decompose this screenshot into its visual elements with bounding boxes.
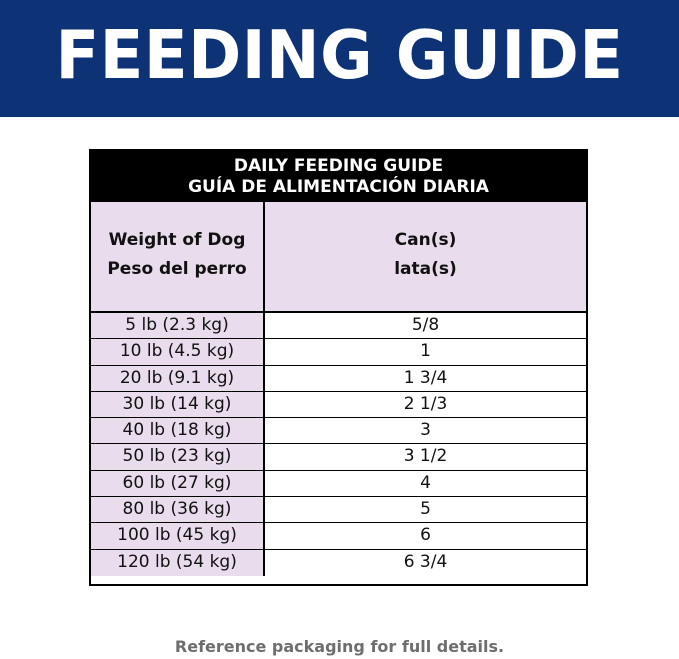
table-row: 50 lb (23 kg) 3 1/2 (91, 444, 586, 471)
cans-cell: 4 (265, 470, 586, 497)
weight-cell: 10 lb (4.5 kg) (91, 339, 265, 365)
cans-cell: 3 1/2 (265, 444, 586, 470)
table-row: 120 lb (54 kg) 6 3/4 (91, 549, 586, 576)
column-header-weight: Weight of Dog Peso del perro (91, 202, 265, 311)
table-row: 60 lb (27 kg) 4 (91, 470, 586, 498)
column-header-weight-english: Weight of Dog (108, 230, 246, 250)
title-banner: FEEDING GUIDE (0, 0, 679, 117)
weight-cell: 20 lb (9.1 kg) (91, 365, 265, 391)
cans-cell: 5 (265, 497, 586, 523)
column-header-weight-spanish: Peso del perro (107, 259, 247, 279)
weight-cell: 30 lb (14 kg) (91, 391, 265, 418)
weight-cell: 40 lb (18 kg) (91, 418, 265, 444)
footnote: Reference packaging for full details. (174, 637, 505, 656)
cans-cell: 2 1/3 (265, 391, 586, 418)
weight-cell: 50 lb (23 kg) (91, 444, 265, 470)
table-row: 10 lb (4.5 kg) 1 (91, 339, 586, 366)
table-row: 80 lb (36 kg) 5 (91, 497, 586, 524)
table-heading: DAILY FEEDING GUIDE GUÍA DE ALIMENTACIÓN… (91, 151, 586, 202)
weight-cell: 5 lb (2.3 kg) (91, 313, 265, 339)
weight-cell: 100 lb (45 kg) (91, 523, 265, 549)
feeding-guide-table: DAILY FEEDING GUIDE GUÍA DE ALIMENTACIÓN… (89, 149, 588, 586)
table-row: 100 lb (45 kg) 6 (91, 523, 586, 550)
table-body: 5 lb (2.3 kg) 5/8 10 lb (4.5 kg) 1 20 lb… (91, 311, 586, 576)
weight-cell: 120 lb (54 kg) (91, 549, 265, 576)
table-row: 40 lb (18 kg) 3 (91, 418, 586, 445)
table-row: 20 lb (9.1 kg) 1 3/4 (91, 365, 586, 392)
column-header-cans-english: Can(s) (394, 230, 457, 250)
table-row: 30 lb (14 kg) 2 1/3 (91, 391, 586, 419)
cans-cell: 5/8 (265, 313, 586, 339)
table-row: 5 lb (2.3 kg) 5/8 (91, 313, 586, 340)
weight-cell: 80 lb (36 kg) (91, 497, 265, 523)
column-header-cans-spanish: lata(s) (394, 259, 457, 279)
cans-cell: 6 (265, 523, 586, 549)
column-header-cans: Can(s) lata(s) (265, 202, 586, 311)
table-heading-english: DAILY FEEDING GUIDE (233, 156, 444, 176)
cans-cell: 1 3/4 (265, 365, 586, 391)
cans-cell: 6 3/4 (265, 549, 586, 576)
cans-cell: 3 (265, 418, 586, 444)
cans-cell: 1 (265, 339, 586, 365)
table-heading-spanish: GUÍA DE ALIMENTACIÓN DIARIA (188, 177, 489, 197)
page-title: FEEDING GUIDE (55, 17, 624, 95)
weight-cell: 60 lb (27 kg) (91, 470, 265, 497)
